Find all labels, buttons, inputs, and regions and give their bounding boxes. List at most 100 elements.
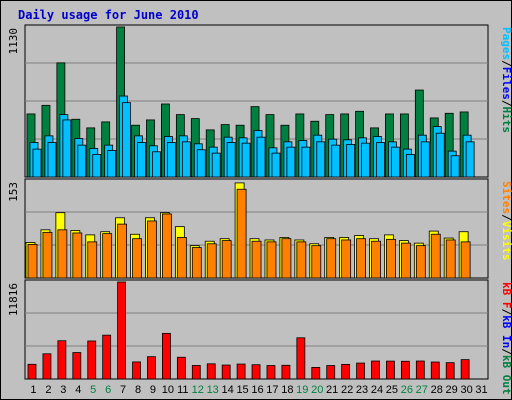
bar-kb-f-day-26 — [400, 360, 410, 380]
bar-pages-day-11 — [181, 141, 191, 178]
bar-kb-f-day-8 — [132, 361, 141, 380]
bar-kb-f-day-23 — [356, 362, 365, 380]
legend-item-middle-1: / — [500, 214, 512, 221]
legend-item-bottom-3: / — [500, 348, 512, 355]
bar-pages-day-17 — [271, 152, 281, 178]
bar-pages-day-12 — [196, 149, 206, 178]
x-tick-label: 9 — [150, 384, 156, 396]
bar-kb-f-day-7 — [117, 281, 127, 380]
legend-bottom: kB F/kB In/kB Out — [500, 282, 512, 395]
legend-middle: Sites/Visits — [500, 181, 512, 261]
x-tick-label: 20 — [311, 384, 323, 396]
bar-kb-f-day-11 — [176, 356, 186, 380]
bar-kb-f-day-28 — [430, 361, 440, 380]
bar-sites-day-14 — [221, 240, 232, 279]
bar-sites-day-22 — [341, 239, 352, 279]
x-tick-label: 25 — [386, 384, 398, 396]
bar-pages-day-25 — [391, 146, 400, 178]
bar-kb-f-day-15 — [236, 363, 246, 380]
bar-pages-day-4 — [77, 144, 87, 178]
x-tick-label: 4 — [75, 384, 81, 396]
bar-pages-day-7 — [122, 102, 132, 178]
x-tick-label: 8 — [135, 384, 141, 396]
bar-kb-f-day-30 — [460, 359, 470, 380]
legend-item-top-4: Hits — [500, 107, 512, 134]
bar-kb-f-day-17 — [266, 365, 276, 380]
bar-sites-day-19 — [296, 241, 307, 279]
x-tick-label: 1 — [30, 384, 36, 396]
bar-kb-f-day-19 — [296, 337, 306, 380]
bar-sites-day-18 — [281, 238, 292, 279]
x-tick-label: 27 — [416, 384, 428, 396]
bar-kb-f-day-25 — [386, 360, 395, 380]
bar-pages-day-1 — [32, 148, 42, 178]
bar-pages-day-13 — [211, 152, 221, 178]
x-tick-label: 28 — [431, 384, 443, 396]
bar-pages-day-16 — [256, 136, 266, 178]
bar-pages-day-2 — [47, 142, 57, 178]
legend-item-middle-0: Sites — [500, 181, 512, 214]
bar-sites-day-4 — [72, 232, 83, 279]
legend-item-bottom-0: kB F — [500, 282, 512, 309]
bar-sites-day-3 — [57, 229, 68, 279]
bar-kb-f-day-12 — [191, 365, 201, 380]
x-tick-label: 12 — [192, 384, 204, 396]
legend-item-middle-2: Visits — [500, 221, 512, 261]
x-tick-label: 11 — [177, 384, 188, 396]
x-tick-label: 16 — [251, 384, 263, 396]
x-tick-label: 3 — [60, 384, 66, 396]
x-tick-label: 13 — [207, 384, 219, 396]
bar-kb-f-day-20 — [311, 367, 321, 380]
bar-sites-day-21 — [326, 238, 337, 279]
x-tick-label: 6 — [105, 384, 111, 396]
bar-sites-day-16 — [251, 240, 262, 279]
bar-sites-day-17 — [266, 241, 277, 279]
bar-kb-f-day-4 — [72, 352, 82, 380]
x-tick-label: 15 — [236, 384, 248, 396]
bar-sites-day-1 — [27, 243, 38, 279]
x-tick-label: 26 — [401, 384, 413, 396]
bar-sites-day-8 — [132, 238, 142, 279]
bar-kb-f-day-13 — [206, 363, 216, 380]
bar-pages-day-21 — [331, 144, 341, 178]
bar-sites-day-2 — [42, 231, 53, 279]
bar-kb-f-day-9 — [147, 356, 156, 380]
bar-sites-day-13 — [206, 243, 217, 279]
ymax-label-top: 1130 — [7, 28, 20, 55]
bar-pages-day-27 — [420, 141, 430, 178]
x-tick-label: 18 — [281, 384, 293, 396]
bar-pages-day-10 — [167, 142, 176, 178]
ymax-label-bottom: 11816 — [7, 283, 20, 316]
bar-kb-f-day-14 — [221, 364, 231, 380]
bar-pages-day-23 — [361, 142, 370, 178]
bar-kb-f-day-29 — [445, 362, 455, 380]
bar-sites-day-28 — [430, 233, 441, 279]
bar-pages-day-26 — [405, 154, 415, 178]
x-tick-label: 10 — [162, 384, 174, 396]
legend-top: Pages/Files/Hits — [500, 27, 512, 133]
bar-pages-day-19 — [301, 146, 311, 178]
bar-pages-day-30 — [465, 141, 475, 178]
x-tick-label: 30 — [460, 384, 472, 396]
bar-kb-f-day-22 — [341, 363, 351, 380]
bar-kb-f-day-3 — [57, 340, 67, 380]
bar-sites-day-6 — [102, 233, 113, 279]
bar-kb-f-day-21 — [326, 365, 336, 380]
legend-item-bottom-1: / — [500, 309, 512, 316]
x-tick-label: 22 — [341, 384, 353, 396]
panel-bottom — [24, 279, 489, 380]
bar-kb-f-day-2 — [42, 353, 52, 380]
bar-sites-day-7 — [117, 223, 128, 279]
bar-kb-f-day-16 — [251, 364, 261, 380]
bar-pages-day-9 — [152, 151, 161, 178]
bar-pages-day-20 — [316, 141, 326, 178]
x-tick-label: 24 — [371, 384, 383, 396]
bar-kb-f-day-18 — [281, 364, 291, 380]
bar-sites-day-23 — [356, 238, 366, 279]
bar-sites-day-15 — [236, 188, 247, 279]
x-tick-label: 14 — [222, 384, 234, 396]
bar-sites-day-11 — [176, 237, 187, 279]
bar-sites-day-5 — [87, 241, 98, 279]
x-tick-label: 23 — [356, 384, 368, 396]
